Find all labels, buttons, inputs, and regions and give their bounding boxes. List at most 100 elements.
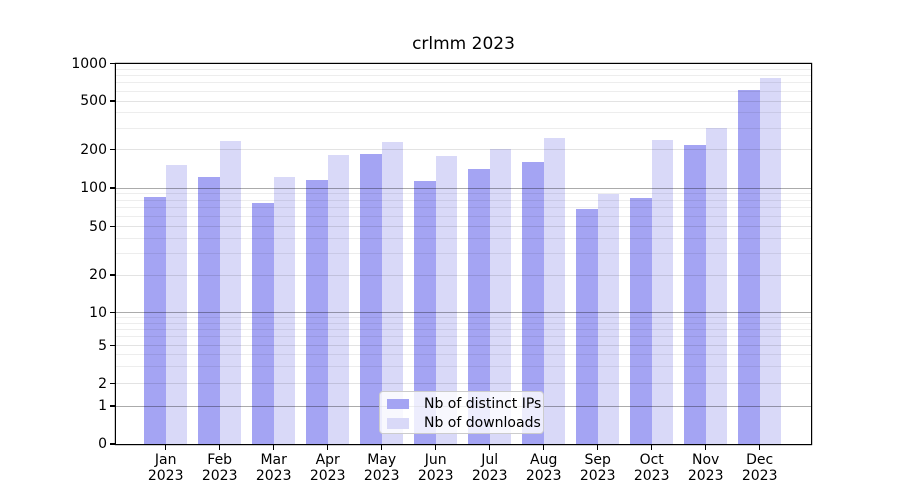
bar-downloads-nov	[705, 128, 728, 444]
bar-downloads-feb	[219, 141, 242, 444]
gridline-9	[116, 317, 811, 319]
bar-distinct-ips-feb	[198, 177, 220, 444]
bar-distinct-ips-jan	[144, 197, 166, 444]
y-tick-label-2: 2	[98, 375, 107, 392]
bar-downloads-jul	[489, 148, 512, 444]
x-label-year: 2023	[417, 468, 454, 484]
bar-distinct-ips-dec	[738, 90, 760, 444]
gridline-300	[116, 127, 811, 129]
bar-distinct-ips-nov	[684, 145, 706, 444]
x-tick-mark-jun	[435, 445, 437, 450]
gridlines-layer	[116, 64, 811, 445]
x-tick-mark-apr	[327, 445, 329, 450]
x-tick-mark-nov	[705, 445, 707, 450]
legend-label-distinct-ips: Nb of distinct IPs	[424, 395, 542, 412]
x-tick-label-jul: Jul 2023	[460, 452, 520, 485]
x-tick-mark-feb	[219, 445, 221, 450]
gridline-10	[116, 312, 811, 313]
x-label-month: Jun	[424, 451, 447, 468]
gridline-20	[116, 274, 811, 276]
chart-title: crlmm 2023	[412, 34, 515, 54]
gridline-700	[116, 82, 811, 84]
gridline-800	[116, 75, 811, 77]
bar-downloads-sep	[597, 194, 620, 444]
gridline-40	[116, 237, 811, 239]
gridline-60	[116, 215, 811, 217]
gridline-600	[116, 90, 811, 92]
y-tick-mark-20	[110, 274, 115, 276]
bar-downloads-jan	[165, 164, 188, 444]
x-label-year: 2023	[741, 468, 778, 484]
legend-item-distinct-ips: Nb of distinct IPs	[387, 396, 543, 413]
x-label-month: Jan	[154, 451, 177, 468]
gridline-500	[116, 100, 811, 102]
y-tick-label-500: 500	[80, 93, 107, 109]
legend: Nb of distinct IPs Nb of downloads	[379, 390, 544, 434]
gridline-30	[116, 253, 811, 255]
x-label-month: Sep	[584, 451, 611, 468]
x-label-month: Apr	[315, 451, 340, 468]
x-label-year: 2023	[633, 468, 670, 484]
x-tick-mark-sep	[597, 445, 599, 450]
y-tick-mark-0	[110, 443, 115, 445]
y-tick-label-100: 100	[80, 180, 107, 196]
x-label-month: Nov	[692, 451, 720, 468]
x-label-year: 2023	[525, 468, 562, 484]
x-tick-mark-aug	[543, 445, 545, 450]
x-tick-label-sep: Sep 2023	[568, 452, 628, 485]
bar-distinct-ips-mar	[252, 202, 274, 444]
downloads-swatch	[387, 418, 409, 429]
y-tick-mark-5	[110, 344, 115, 347]
x-label-year: 2023	[363, 468, 400, 484]
x-tick-mark-oct	[651, 445, 653, 450]
x-label-year: 2023	[471, 468, 508, 484]
bar-downloads-oct	[651, 139, 674, 444]
gridline-200	[116, 149, 811, 150]
x-tick-label-apr: Apr 2023	[298, 452, 358, 485]
y-tick-label-1: 1	[98, 398, 107, 414]
bar-downloads-may	[381, 141, 404, 444]
x-label-year: 2023	[579, 468, 616, 484]
gridline-900	[116, 68, 811, 70]
x-tick-label-jan: Jan 2023	[136, 452, 196, 485]
x-label-month: May	[367, 451, 397, 468]
y-tick-mark-10	[110, 311, 115, 314]
x-tick-label-aug: Aug 2023	[514, 452, 574, 485]
x-label-month: Oct	[639, 451, 664, 468]
gridline-50	[116, 226, 811, 227]
y-tick-label-50: 50	[89, 218, 107, 235]
gridline-2	[116, 383, 811, 384]
y-tick-mark-200	[110, 148, 115, 151]
bars-layer	[116, 64, 811, 445]
gridline-4	[116, 354, 811, 356]
x-label-year: 2023	[201, 468, 238, 484]
bar-downloads-aug	[543, 138, 566, 444]
y-tick-mark-1	[110, 405, 115, 407]
y-tick-label-20: 20	[89, 267, 107, 283]
gridline-5	[116, 345, 811, 346]
x-tick-label-mar: Mar 2023	[244, 452, 304, 485]
x-tick-mark-may	[381, 445, 383, 450]
x-label-year: 2023	[309, 468, 346, 484]
gridline-70	[116, 207, 811, 209]
x-label-year: 2023	[147, 468, 184, 484]
y-tick-label-1000: 1000	[71, 55, 107, 72]
bar-distinct-ips-jun	[414, 180, 436, 444]
y-tick-label-5: 5	[98, 337, 107, 354]
y-tick-mark-2	[110, 382, 115, 385]
gridline-400	[116, 112, 811, 114]
bar-downloads-apr	[327, 155, 350, 444]
x-tick-label-jun: Jun 2023	[406, 452, 466, 485]
bar-distinct-ips-apr	[306, 180, 328, 444]
bar-downloads-dec	[759, 77, 782, 444]
y-tick-mark-100	[110, 187, 115, 189]
gridline-100	[116, 187, 811, 189]
gridline-90	[116, 193, 811, 195]
x-tick-label-nov: Nov 2023	[676, 452, 736, 485]
y-tick-label-0: 0	[98, 436, 107, 452]
x-tick-mark-mar	[273, 445, 275, 450]
x-tick-label-feb: Feb 2023	[190, 452, 250, 485]
y-tick-mark-50	[110, 225, 115, 228]
y-tick-mark-500	[110, 100, 115, 102]
x-label-year: 2023	[255, 468, 292, 484]
